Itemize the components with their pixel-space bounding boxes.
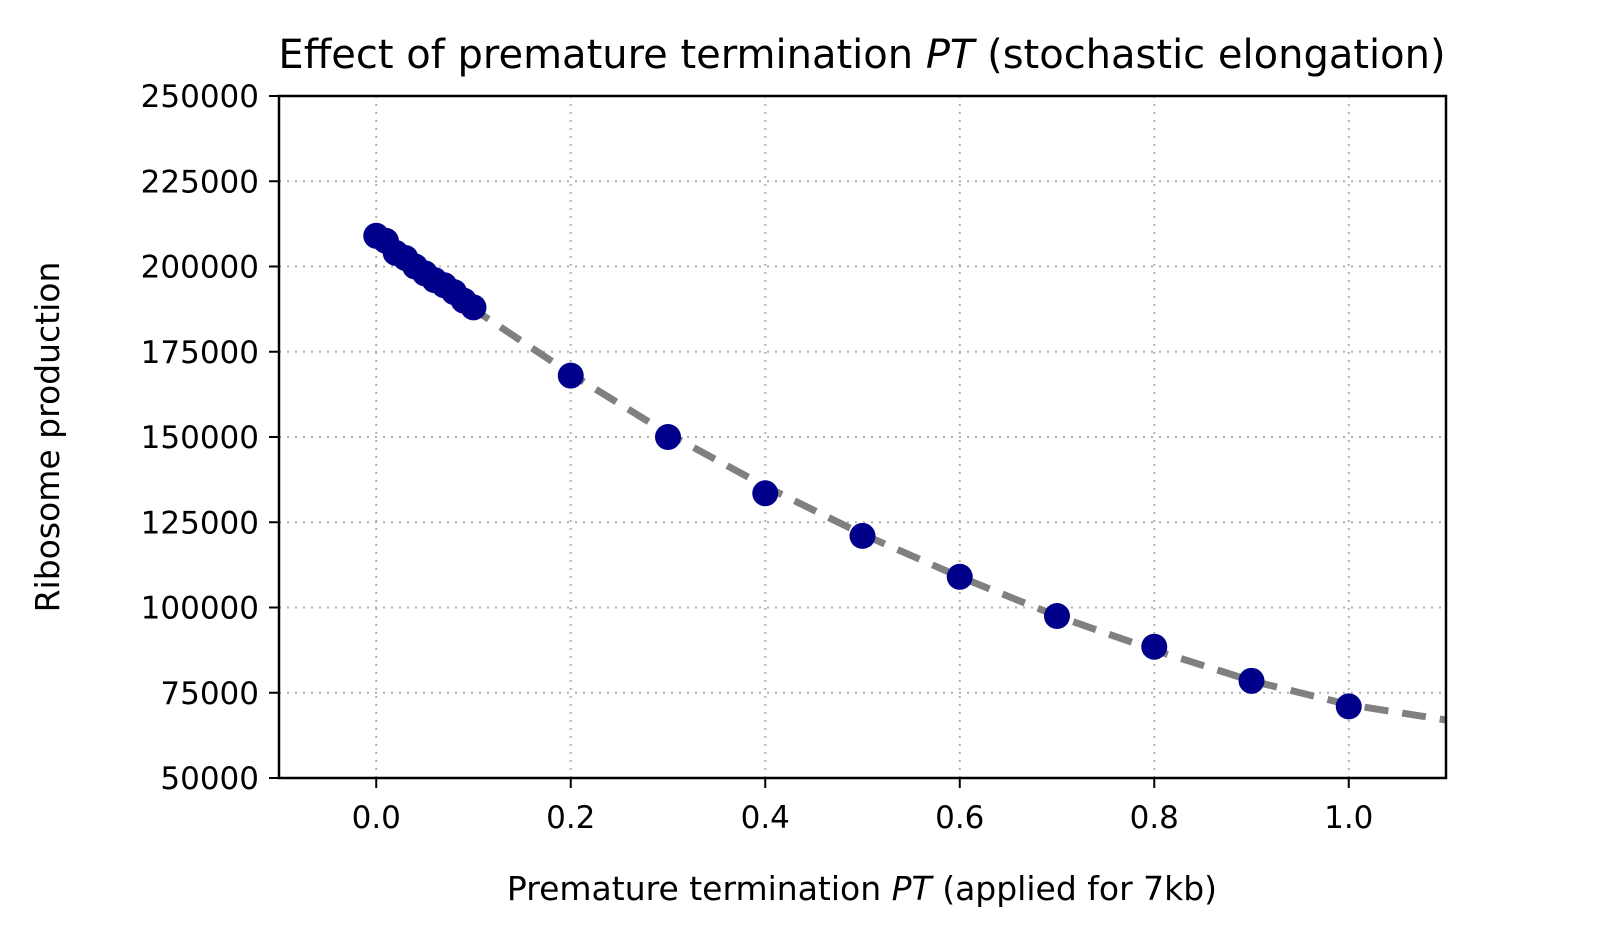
data-point-17 — [1141, 633, 1168, 660]
y-tick-label-0: 50000 — [160, 761, 259, 797]
x-tick-label-3: 0.6 — [935, 800, 984, 836]
data-point-11 — [557, 362, 584, 389]
xlabel-part-2: PT — [892, 869, 935, 908]
x-tick-label-2: 0.4 — [741, 800, 790, 836]
fit-curve — [374, 236, 1446, 724]
data-point-12 — [655, 424, 681, 450]
data-point-10 — [460, 294, 487, 321]
fit-curve-layer — [374, 236, 1446, 724]
axis-ticks: 0.0 0.2 0.4 0.6 0.8 1.0 50000 75000 100000 125000… — [141, 79, 1374, 836]
x-tick-label-5: 1.0 — [1324, 800, 1373, 836]
data-point-13 — [752, 480, 779, 507]
data-point-18 — [1238, 667, 1265, 694]
data-point-15 — [946, 563, 973, 590]
x-tick-label-0: 0.0 — [352, 800, 401, 836]
y-tick-label-5: 175000 — [141, 335, 259, 371]
xlabel-part-1: Premature termination — [507, 869, 892, 908]
x-tick-label-1: 0.2 — [546, 800, 595, 836]
y-tick-label-3: 125000 — [141, 505, 259, 541]
title-part-3: (stochastic elongation) — [974, 32, 1445, 78]
x-axis-label: Premature termination PT (applied for 7k… — [507, 869, 1217, 908]
data-point-19 — [1335, 693, 1362, 720]
data-point-16 — [1044, 603, 1070, 630]
x-tick-label-4: 0.8 — [1130, 800, 1179, 836]
xlabel-part-3: (applied for 7kb) — [932, 869, 1217, 908]
chart-title: Effect of premature termination PT (stoc… — [278, 32, 1445, 78]
title-part-2: PT — [926, 32, 978, 78]
y-axis-label: Ribosome production — [28, 262, 67, 613]
y-tick-label-2: 100000 — [141, 591, 259, 627]
grid-lines — [279, 95, 1446, 779]
data-points — [363, 222, 1362, 720]
y-tick-label-1: 75000 — [160, 676, 259, 712]
plot-frame — [277, 94, 1448, 780]
data-point-14 — [849, 522, 876, 549]
title-part-1: Effect of premature termination — [278, 32, 925, 78]
y-tick-label-6: 200000 — [141, 250, 259, 286]
y-tick-label-4: 150000 — [141, 420, 259, 456]
y-tick-label-8: 250000 — [141, 79, 259, 115]
y-tick-label-7: 225000 — [141, 164, 259, 200]
